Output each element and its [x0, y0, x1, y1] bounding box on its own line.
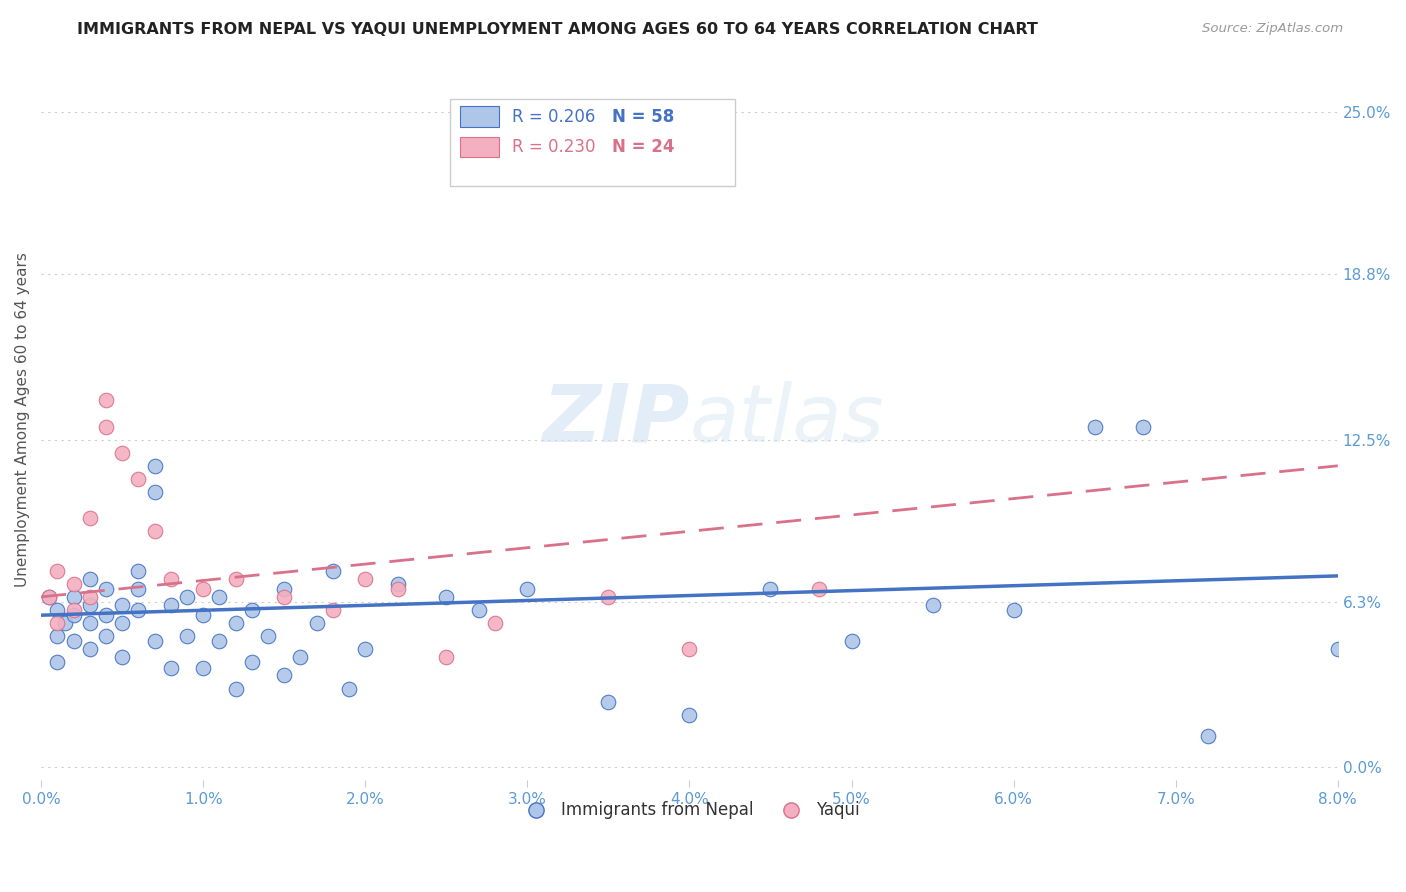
- Point: [387, 582, 409, 596]
- Point: [159, 572, 181, 586]
- Point: [305, 615, 328, 630]
- Point: [46, 564, 69, 578]
- Text: N = 24: N = 24: [612, 137, 673, 156]
- Point: [467, 603, 489, 617]
- Point: [46, 656, 69, 670]
- Point: [808, 582, 831, 596]
- Point: [225, 572, 247, 586]
- Point: [434, 590, 457, 604]
- Legend: Immigrants from Nepal, Yaqui: Immigrants from Nepal, Yaqui: [513, 795, 866, 826]
- FancyBboxPatch shape: [460, 136, 499, 157]
- Point: [208, 590, 231, 604]
- Point: [841, 634, 863, 648]
- Point: [176, 590, 198, 604]
- Point: [176, 629, 198, 643]
- Point: [290, 650, 312, 665]
- Point: [62, 608, 84, 623]
- Point: [484, 615, 506, 630]
- Point: [79, 598, 101, 612]
- Point: [143, 634, 166, 648]
- Point: [921, 598, 943, 612]
- Point: [94, 608, 117, 623]
- Y-axis label: Unemployment Among Ages 60 to 64 years: Unemployment Among Ages 60 to 64 years: [15, 252, 30, 588]
- Text: R = 0.206: R = 0.206: [512, 108, 595, 126]
- Point: [79, 642, 101, 657]
- Point: [354, 642, 377, 657]
- Point: [127, 582, 149, 596]
- Point: [46, 629, 69, 643]
- Text: IMMIGRANTS FROM NEPAL VS YAQUI UNEMPLOYMENT AMONG AGES 60 TO 64 YEARS CORRELATIO: IMMIGRANTS FROM NEPAL VS YAQUI UNEMPLOYM…: [77, 22, 1038, 37]
- Point: [322, 603, 344, 617]
- Point: [38, 590, 60, 604]
- Point: [127, 603, 149, 617]
- Point: [225, 615, 247, 630]
- Point: [111, 598, 134, 612]
- Point: [1084, 419, 1107, 434]
- Point: [79, 511, 101, 525]
- Text: atlas: atlas: [689, 381, 884, 459]
- Point: [759, 582, 782, 596]
- Point: [111, 615, 134, 630]
- Point: [94, 393, 117, 408]
- FancyBboxPatch shape: [460, 106, 499, 127]
- Point: [111, 446, 134, 460]
- Point: [1132, 419, 1154, 434]
- Point: [94, 629, 117, 643]
- Point: [79, 590, 101, 604]
- Point: [159, 660, 181, 674]
- Point: [678, 642, 700, 657]
- Point: [598, 590, 620, 604]
- Point: [143, 458, 166, 473]
- Point: [1326, 642, 1348, 657]
- Point: [208, 634, 231, 648]
- Point: [1002, 603, 1025, 617]
- Point: [354, 572, 377, 586]
- Point: [257, 629, 280, 643]
- Point: [434, 650, 457, 665]
- Point: [322, 564, 344, 578]
- Point: [273, 668, 295, 682]
- Text: Source: ZipAtlas.com: Source: ZipAtlas.com: [1202, 22, 1343, 36]
- Point: [143, 524, 166, 539]
- Point: [159, 598, 181, 612]
- Point: [38, 590, 60, 604]
- Point: [46, 603, 69, 617]
- Point: [240, 603, 263, 617]
- Point: [193, 608, 215, 623]
- Point: [79, 572, 101, 586]
- Point: [240, 656, 263, 670]
- Point: [46, 615, 69, 630]
- Point: [62, 603, 84, 617]
- Point: [516, 582, 538, 596]
- Point: [62, 576, 84, 591]
- Point: [127, 564, 149, 578]
- Point: [143, 485, 166, 500]
- Point: [127, 472, 149, 486]
- Point: [79, 615, 101, 630]
- Point: [62, 590, 84, 604]
- Text: N = 58: N = 58: [612, 108, 673, 126]
- Point: [273, 590, 295, 604]
- Point: [193, 660, 215, 674]
- Point: [55, 615, 77, 630]
- Point: [62, 634, 84, 648]
- Point: [337, 681, 360, 696]
- Point: [387, 576, 409, 591]
- Point: [193, 582, 215, 596]
- Point: [1197, 729, 1219, 743]
- Text: ZIP: ZIP: [543, 381, 689, 459]
- FancyBboxPatch shape: [450, 99, 735, 186]
- Text: R = 0.230: R = 0.230: [512, 137, 595, 156]
- Point: [111, 650, 134, 665]
- Point: [678, 707, 700, 722]
- Point: [598, 695, 620, 709]
- Point: [94, 582, 117, 596]
- Point: [273, 582, 295, 596]
- Point: [94, 419, 117, 434]
- Point: [225, 681, 247, 696]
